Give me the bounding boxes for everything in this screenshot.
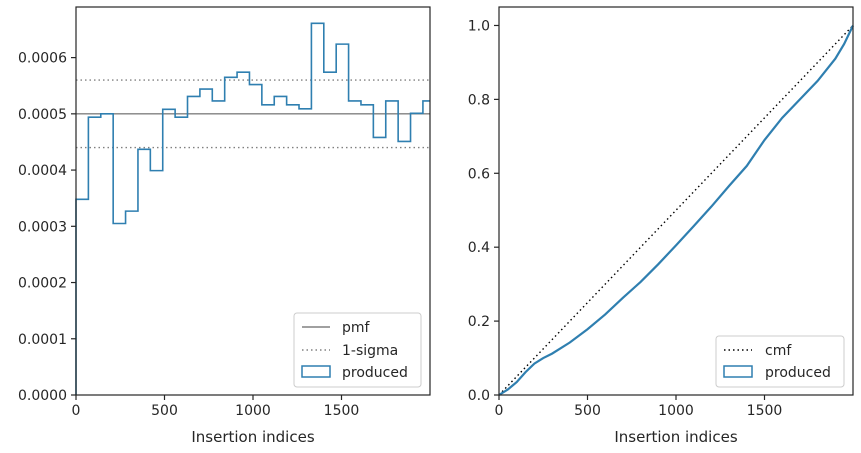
legend-produced-swatch-cumulative: [723, 365, 753, 378]
x-tick-label: 500: [574, 403, 601, 419]
y-tick-label: 0.6: [468, 166, 490, 182]
histogram-legend: pmf 1-sigma produced: [293, 312, 422, 388]
y-tick-label: 0.0003: [18, 219, 67, 235]
y-tick-label: 0.4: [468, 240, 490, 256]
y-tick-label: 0.0000: [18, 388, 67, 404]
cumulative-x-ticks: 0 500 1000 1500: [495, 395, 783, 419]
histogram-panel: 0 500 1000 1500 0.00000.00010.00020.00030.0…: [18, 6, 431, 446]
y-tick-label: 0.0: [468, 388, 490, 404]
series-produced-line: [498, 25, 854, 396]
histogram-x-axis-label: Insertion indices: [191, 428, 314, 446]
cumulative-x-axis-label: Insertion indices: [614, 428, 737, 446]
legend-produced-swatch: [301, 365, 331, 378]
legend-produced-label: produced: [342, 365, 408, 381]
cumulative-legend-box: [715, 335, 845, 388]
x-tick-label: 1500: [747, 403, 783, 419]
histogram-marks: [75, 22, 430, 395]
histogram-y-ticks: 0.0000 0.0001 0.0002 0.0003 0.0004 0.0005 0.00…: [18, 51, 76, 404]
histogram-legend-box: [293, 312, 422, 388]
cumulative-marks: [498, 24, 854, 396]
y-tick-label: 0.0001: [18, 332, 67, 348]
legend-cmf-label: cmf: [765, 343, 792, 359]
y-tick-label: 0.0005: [18, 107, 67, 123]
y-tick-label: 0.2: [468, 314, 490, 330]
legend-pmf-label: pmf: [342, 320, 371, 336]
y-tick-label: 1.0: [468, 18, 490, 34]
histogram-x-ticks: 0 500 1000 1500: [72, 395, 360, 419]
x-tick-label: 500: [151, 403, 178, 419]
x-tick-label: 1000: [235, 403, 271, 419]
x-tick-label: 0: [72, 403, 81, 419]
y-tick-label: 0.0002: [18, 276, 67, 292]
histogram-produced-step: [75, 22, 430, 395]
x-tick-label: 1500: [324, 403, 360, 419]
x-tick-label: 1000: [658, 403, 694, 419]
cumulative-panel: 0 500 1000 1500 0.0 0.2 0.4 0.6 0.8 1.0 Insertio…: [468, 6, 854, 446]
y-tick-label: 0.0004: [18, 163, 67, 179]
y-tick-label: 0.0006: [18, 51, 67, 67]
cumulative-y-ticks: 0.0 0.2 0.4 0.6 0.8 1.0: [468, 18, 499, 404]
legend-1-sigma-label: 1-sigma: [342, 343, 398, 359]
cumulative-legend: cmf produced: [715, 335, 845, 388]
x-tick-label: 0: [495, 403, 504, 419]
legend-produced-label-cumulative: produced: [765, 365, 831, 381]
y-tick-label: 0.8: [468, 92, 490, 108]
